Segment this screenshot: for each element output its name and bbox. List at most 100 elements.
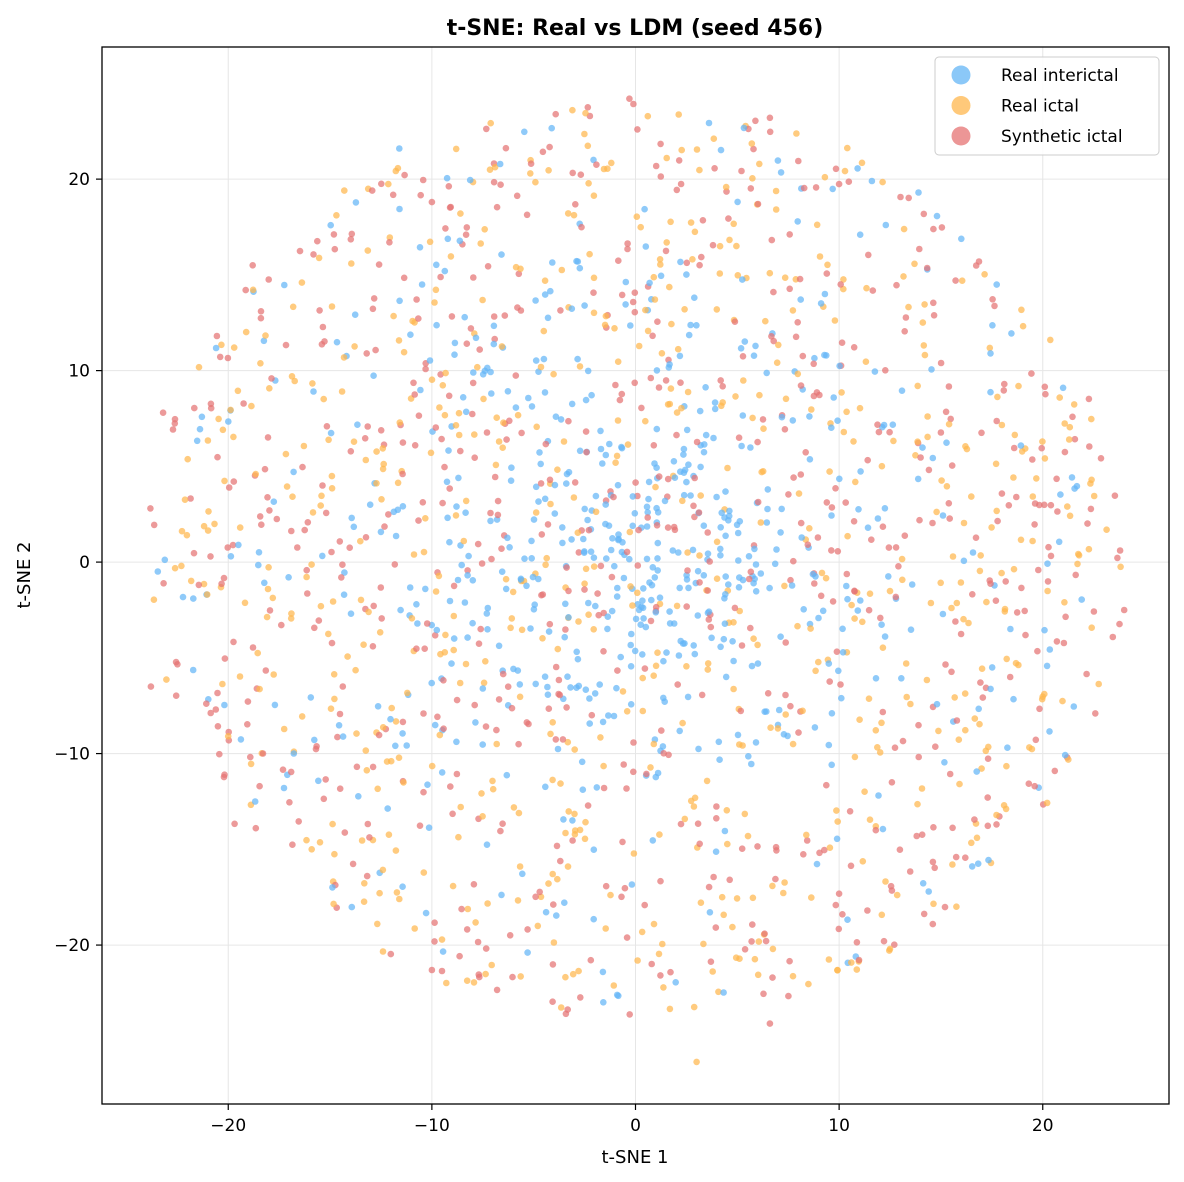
point-synthetic-ictal [952, 618, 959, 625]
point-synthetic-ictal [1010, 444, 1018, 452]
point-synthetic-ictal [1028, 370, 1035, 377]
point-real-ictal [733, 895, 741, 902]
point-real-interictal [800, 606, 807, 613]
point-real-ictal [392, 847, 400, 854]
point-real-interictal [821, 351, 828, 359]
point-synthetic-ictal [268, 375, 275, 382]
point-synthetic-ictal [463, 926, 471, 933]
point-synthetic-ictal [657, 972, 664, 979]
point-real-interictal [327, 429, 335, 437]
point-real-interictal [310, 388, 317, 395]
point-real-interictal [1017, 442, 1025, 449]
point-real-interictal [654, 555, 661, 562]
point-synthetic-ictal [220, 574, 228, 582]
point-real-ictal [455, 431, 463, 439]
point-real-interictal [683, 426, 691, 434]
point-synthetic-ictal [257, 314, 265, 322]
point-synthetic-ictal [1041, 383, 1049, 391]
point-synthetic-ictal [677, 180, 685, 188]
point-synthetic-ictal [378, 615, 386, 622]
point-synthetic-ictal [590, 289, 597, 297]
point-real-interictal [718, 509, 725, 517]
point-synthetic-ictal [707, 623, 715, 631]
point-synthetic-ictal [249, 644, 257, 651]
point-synthetic-ictal [984, 794, 991, 801]
point-real-interictal [347, 610, 355, 617]
point-synthetic-ictal [937, 359, 945, 367]
point-real-ictal [861, 788, 868, 795]
point-real-interictal [857, 597, 864, 604]
point-real-ictal [438, 936, 446, 943]
point-real-ictal [673, 409, 681, 416]
point-real-interictal [487, 517, 494, 525]
point-real-interictal [425, 824, 433, 831]
point-synthetic-ictal [747, 568, 755, 576]
point-synthetic-ictal [334, 733, 341, 741]
point-real-ictal [693, 1058, 700, 1066]
point-real-interictal [660, 657, 667, 665]
point-synthetic-ictal [1031, 500, 1039, 507]
point-real-interictal [993, 281, 1000, 288]
point-real-interictal [968, 863, 976, 870]
point-real-ictal [353, 730, 360, 737]
point-synthetic-ictal [1013, 609, 1021, 616]
point-synthetic-ictal [794, 319, 801, 326]
point-real-ictal [254, 649, 261, 657]
point-real-interictal [596, 681, 603, 688]
point-real-ictal [543, 554, 550, 562]
point-real-interictal [751, 545, 758, 553]
point-synthetic-ictal [416, 822, 424, 829]
point-real-ictal [696, 552, 703, 559]
point-synthetic-ictal [786, 285, 793, 293]
point-real-ictal [826, 844, 834, 851]
point-synthetic-ictal [1053, 475, 1060, 483]
point-synthetic-ictal [634, 562, 642, 569]
point-synthetic-ictal [323, 423, 331, 430]
point-real-interictal [469, 619, 476, 627]
point-real-interictal [777, 633, 784, 640]
point-real-interictal [443, 478, 451, 486]
point-real-interictal [939, 610, 947, 618]
point-real-ictal [379, 948, 387, 955]
point-synthetic-ictal [772, 875, 779, 883]
point-real-interictal [573, 648, 580, 656]
point-synthetic-ictal [962, 854, 969, 861]
point-real-interictal [958, 235, 965, 243]
point-real-interictal [593, 784, 601, 791]
point-real-interictal [652, 609, 660, 616]
point-synthetic-ictal [786, 957, 793, 965]
point-real-interictal [413, 601, 420, 608]
point-real-ictal [851, 753, 859, 761]
point-synthetic-ictal [699, 217, 707, 224]
point-real-interictal [565, 468, 573, 476]
point-synthetic-ictal [544, 521, 552, 528]
point-synthetic-ictal [835, 925, 843, 933]
point-real-ictal [644, 327, 652, 335]
point-synthetic-ictal [787, 702, 794, 710]
point-real-interictal [590, 915, 597, 923]
point-real-ictal [998, 569, 1005, 577]
point-synthetic-ictal [739, 353, 747, 360]
point-real-ictal [898, 555, 906, 563]
point-real-interictal [680, 491, 688, 499]
point-real-ictal [923, 676, 931, 684]
point-real-interictal [763, 369, 770, 377]
point-real-ictal [914, 800, 921, 808]
point-real-ictal [635, 342, 643, 350]
point-real-interictal [227, 553, 235, 560]
point-synthetic-ictal [895, 563, 902, 570]
point-synthetic-ictal [618, 291, 626, 299]
point-real-interictal [307, 694, 315, 701]
point-real-interictal [532, 680, 539, 688]
point-real-interictal [702, 431, 710, 439]
point-synthetic-ictal [572, 201, 579, 208]
point-synthetic-ictal [1013, 493, 1020, 501]
point-real-ictal [878, 911, 886, 919]
point-synthetic-ictal [377, 427, 385, 434]
point-real-ictal [484, 900, 491, 907]
point-synthetic-ictal [832, 485, 839, 492]
point-synthetic-ictal [899, 737, 907, 745]
point-real-ictal [1056, 394, 1063, 401]
point-synthetic-ictal [577, 994, 584, 1001]
point-real-ictal [893, 891, 901, 899]
